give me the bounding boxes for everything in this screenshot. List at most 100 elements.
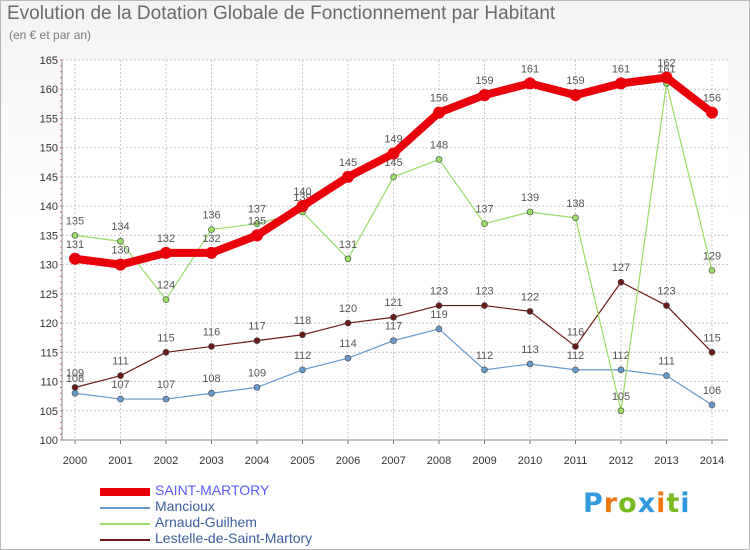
logo-letter: P [583,488,604,519]
data-label: 138 [566,198,584,210]
logo-letter: o [618,488,638,519]
data-point [478,89,491,102]
x-tick-label: 2005 [290,455,314,467]
data-label: 115 [703,332,721,344]
y-tick-label: 135 [40,230,58,242]
data-label: 134 [111,221,129,233]
data-point [435,156,443,163]
data-label: 123 [475,286,493,298]
data-point [296,200,309,213]
data-label: 140 [293,186,311,198]
logo-letter: r [603,488,619,519]
y-tick-label: 115 [40,347,58,359]
data-point [299,366,306,374]
data-label: 137 [475,204,493,216]
data-label: 105 [612,391,630,403]
data-label: 156 [430,93,448,105]
x-tick-label: 2012 [609,455,633,467]
data-label: 107 [111,379,129,391]
data-point [481,302,488,309]
data-point [344,255,352,263]
data-label: 161 [521,63,539,75]
data-label: 113 [521,344,539,356]
data-label: 111 [658,356,675,368]
x-tick-label: 2002 [154,455,178,467]
data-point [708,349,716,356]
data-point [433,106,445,119]
x-tick-label: 2000 [63,455,87,467]
y-tick-label: 125 [40,289,58,301]
data-label: 122 [521,291,539,303]
data-point [435,302,443,309]
data-label: 112 [567,350,585,362]
data-label: 162 [657,58,675,70]
data-label: 118 [294,315,312,327]
data-label: 132 [202,233,220,245]
data-point [387,147,400,160]
data-point [524,77,536,90]
data-label: 156 [703,93,721,105]
data-label: 109 [66,367,84,379]
y-tick-label: 105 [40,406,58,418]
logo-letter: i [656,488,667,519]
legend-label: Arnaud-Guilhem [155,514,257,530]
legend-swatch [100,523,150,525]
data-label: 115 [157,332,175,344]
data-point [390,173,397,181]
data-label: 137 [248,204,266,216]
data-label: 106 [703,385,721,397]
data-point [572,214,579,222]
x-tick-label: 2004 [245,455,269,467]
data-point [117,372,124,379]
data-label: 145 [339,157,357,169]
data-point [526,208,534,216]
data-point [162,296,170,303]
data-label: 135 [66,215,84,227]
data-point [615,77,627,90]
data-point [299,331,306,339]
data-point [117,237,124,245]
data-point [117,395,124,403]
data-label: 117 [385,321,403,333]
data-point [71,384,79,391]
data-point [481,366,488,374]
y-tick-label: 130 [40,260,58,272]
data-point [208,343,215,350]
data-label: 112 [612,350,630,362]
y-tick-label: 155 [40,113,58,125]
data-point [69,252,81,265]
data-label: 161 [657,63,675,75]
y-tick-label: 165 [40,55,58,67]
data-point [342,170,354,183]
y-tick-label: 160 [40,84,58,96]
data-label: 112 [294,350,312,362]
data-label: 120 [339,303,357,315]
legend-swatch [100,488,150,496]
data-label: 107 [157,379,175,391]
data-point [435,325,443,333]
data-point [390,313,397,321]
data-label: 108 [66,373,84,385]
data-label: 116 [203,326,221,338]
data-point [162,395,170,403]
data-label: 139 [521,192,539,204]
y-tick-label: 145 [40,172,58,184]
data-point [251,229,263,242]
y-tick-label: 150 [40,143,58,155]
x-tick-label: 2003 [199,455,223,467]
data-label: 108 [202,373,220,385]
chart-subtitle: (en € et par an) [9,28,92,42]
data-label: 111 [112,356,129,368]
data-point [572,343,579,350]
data-point [344,354,352,362]
data-point [253,220,261,227]
data-point [160,246,172,259]
y-tick-label: 110 [40,377,58,389]
data-label: 116 [567,326,585,338]
logo-letter: x [637,488,657,519]
data-point [617,407,625,415]
data-point [663,372,670,379]
logo-letter: t [666,488,681,519]
data-point [660,71,673,84]
